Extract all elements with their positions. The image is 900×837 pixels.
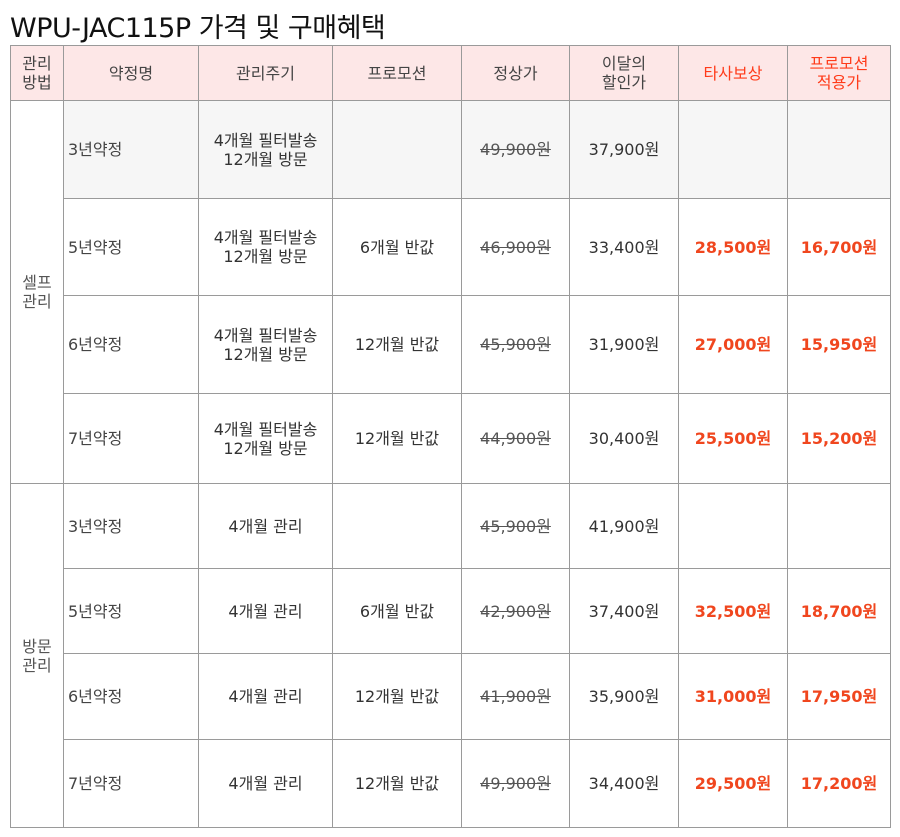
discount-price-cell: 37,900원 <box>569 100 679 199</box>
discount-price-cell: 37,400원 <box>569 568 679 654</box>
normal-price-cell: 41,900원 <box>461 653 570 740</box>
cycle-cell: 4개월 관리 <box>198 739 333 828</box>
normal-price-cell: 45,900원 <box>461 295 570 394</box>
table-row: 5년약정 4개월 필터발송 12개월 방문 6개월 반값 46,900원 33,4… <box>11 198 891 296</box>
table-row: 5년약정 4개월 관리 6개월 반값 42,900원 37,400원 32,50… <box>11 568 891 654</box>
header-promo: 프로모션 <box>332 45 462 101</box>
compensation-cell: 25,500원 <box>678 393 788 484</box>
promo-cell: 12개월 반값 <box>332 393 462 484</box>
promo-cell: 12개월 반값 <box>332 653 462 740</box>
table-row: 방문 관리 3년약정 4개월 관리 45,900원 41,900원 <box>10 483 891 828</box>
discount-price-cell: 33,400원 <box>569 198 679 296</box>
compensation-cell: 31,000원 <box>678 653 788 740</box>
promo-cell: 6개월 반값 <box>332 568 462 654</box>
discount-price-cell: 31,900원 <box>569 295 679 394</box>
cycle-cell: 4개월 관리 <box>198 653 333 740</box>
promo-price-cell: 15,200원 <box>787 393 891 484</box>
discount-price-cell: 35,900원 <box>569 653 679 740</box>
contract-cell: 5년약정 <box>63 568 199 654</box>
compensation-cell <box>678 100 788 199</box>
page-title: WPU-JAC115P 가격 및 구매혜택 <box>10 13 386 44</box>
promo-price-cell <box>787 483 891 569</box>
cycle-cell: 4개월 관리 <box>198 483 333 569</box>
normal-price-cell: 42,900원 <box>461 568 570 654</box>
compensation-cell: 28,500원 <box>678 198 788 296</box>
promo-price-cell: 17,950원 <box>787 653 891 740</box>
normal-price-cell: 49,900원 <box>461 739 570 828</box>
promo-cell: 6개월 반값 <box>332 198 462 296</box>
promo-cell <box>332 483 462 569</box>
table-row: 7년약정 4개월 필터발송 12개월 방문 12개월 반값 44,900원 30,… <box>11 393 891 484</box>
header-normal-price: 정상가 <box>461 45 570 101</box>
compensation-cell: 29,500원 <box>678 739 788 828</box>
contract-cell: 3년약정 <box>63 100 199 199</box>
normal-price-cell: 46,900원 <box>461 198 570 296</box>
header-cycle: 관리주기 <box>198 45 333 101</box>
header-discount-price: 이달의 할인가 <box>569 45 679 101</box>
promo-cell: 12개월 반값 <box>332 739 462 828</box>
group-label-self: 셀프 관리 <box>10 100 64 484</box>
promo-cell <box>332 100 462 199</box>
discount-price-cell: 34,400원 <box>569 739 679 828</box>
table-row: 6년약정 4개월 관리 12개월 반값 41,900원 35,900원 31,0… <box>11 653 891 740</box>
table-row: 셀프 관리 3년약정 4개월 필터발송 12개월 방문 49,900원 37,900… <box>10 100 891 484</box>
contract-cell: 3년약정 <box>63 483 199 569</box>
contract-cell: 7년약정 <box>63 393 199 484</box>
compensation-cell <box>678 483 788 569</box>
promo-cell: 12개월 반값 <box>332 295 462 394</box>
header-compensation: 타사보상 <box>678 45 788 101</box>
header-mgmt: 관리 방법 <box>10 45 64 101</box>
promo-price-cell <box>787 100 891 199</box>
header-row: 관리 방법 약정명 관리주기 프로모션 정상가 이달의 할인가 타사보상 프로모션 적… <box>10 45 891 101</box>
cycle-cell: 4개월 관리 <box>198 568 333 654</box>
normal-price-cell: 49,900원 <box>461 100 570 199</box>
discount-price-cell: 41,900원 <box>569 483 679 569</box>
promo-price-cell: 16,700원 <box>787 198 891 296</box>
contract-cell: 6년약정 <box>63 653 199 740</box>
price-table: 관리 방법 약정명 관리주기 프로모션 정상가 이달의 할인가 타사보상 프로모션 적… <box>10 45 891 828</box>
contract-cell: 5년약정 <box>63 198 199 296</box>
contract-cell: 6년약정 <box>63 295 199 394</box>
cycle-cell: 4개월 필터발송 12개월 방문 <box>198 295 333 394</box>
normal-price-cell: 44,900원 <box>461 393 570 484</box>
cycle-cell: 4개월 필터발송 12개월 방문 <box>198 393 333 484</box>
header-promo-price: 프로모션 적용가 <box>787 45 891 101</box>
promo-price-cell: 17,200원 <box>787 739 891 828</box>
compensation-cell: 27,000원 <box>678 295 788 394</box>
cycle-cell: 4개월 필터발송 12개월 방문 <box>198 198 333 296</box>
table-row: 7년약정 4개월 관리 12개월 반값 49,900원 34,400원 29,5… <box>11 739 891 828</box>
discount-price-cell: 30,400원 <box>569 393 679 484</box>
normal-price-cell: 45,900원 <box>461 483 570 569</box>
contract-cell: 7년약정 <box>63 739 199 828</box>
cycle-cell: 4개월 필터발송 12개월 방문 <box>198 100 333 199</box>
table-row: 6년약정 4개월 필터발송 12개월 방문 12개월 반값 45,900원 31,… <box>11 295 891 394</box>
header-contract: 약정명 <box>63 45 199 101</box>
compensation-cell: 32,500원 <box>678 568 788 654</box>
promo-price-cell: 18,700원 <box>787 568 891 654</box>
promo-price-cell: 15,950원 <box>787 295 891 394</box>
group-label-visit: 방문 관리 <box>10 483 64 828</box>
